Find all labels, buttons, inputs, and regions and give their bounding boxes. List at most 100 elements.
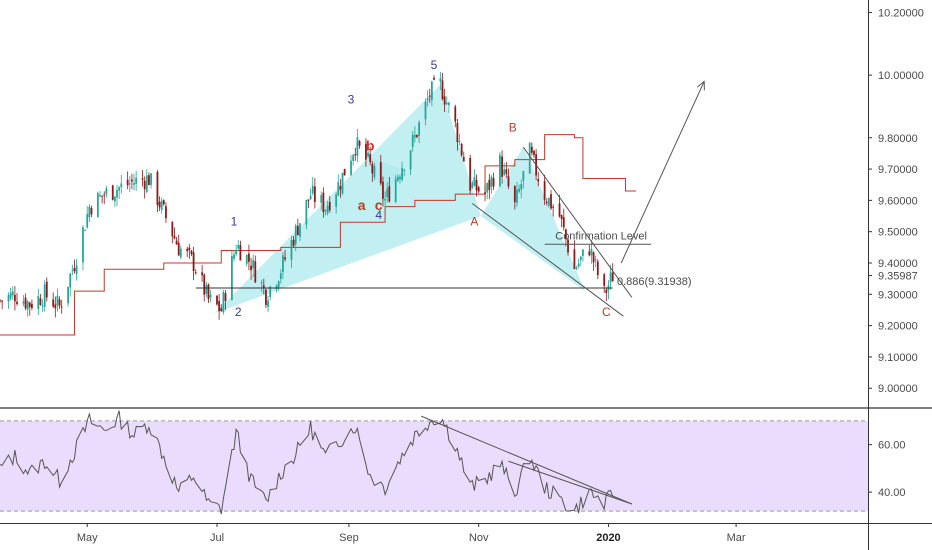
candle-body: [369, 154, 372, 163]
candle: [143, 176, 146, 199]
y-tick-label: 9.00000: [878, 383, 918, 395]
candle: [565, 228, 567, 247]
candle-body: [326, 205, 329, 214]
candle: [609, 264, 612, 290]
candle: [577, 258, 580, 269]
candle-body: [22, 301, 25, 304]
candle-body: [490, 176, 493, 187]
pattern-fill-3: [480, 147, 586, 292]
candle: [454, 104, 457, 128]
candle: [220, 304, 223, 312]
candle: [367, 150, 369, 159]
candle-body: [343, 168, 346, 176]
candle-body: [471, 182, 474, 188]
oscillator-trendline-1: [421, 415, 633, 505]
wave-label: c: [375, 197, 383, 213]
candle: [296, 218, 299, 236]
candle-body: [486, 183, 489, 193]
candle-body: [179, 248, 182, 258]
candle-body: [86, 213, 89, 228]
candle-body: [582, 249, 584, 256]
candle-body: [543, 181, 546, 200]
candle-body: [367, 152, 369, 157]
candle: [413, 126, 416, 143]
candle: [282, 251, 284, 279]
candle-body: [594, 259, 597, 261]
candle-body: [603, 274, 606, 286]
candle-body: [67, 286, 69, 304]
candle: [173, 227, 176, 240]
candle-body: [292, 239, 295, 246]
candle-body: [9, 292, 12, 299]
candle: [294, 223, 297, 251]
candle: [343, 168, 346, 176]
candle: [490, 175, 493, 194]
candle: [156, 169, 159, 213]
reference-line: [0, 134, 637, 336]
candle: [558, 194, 561, 218]
candle: [458, 133, 461, 146]
oscillator-pane[interactable]: [0, 410, 868, 515]
candle: [105, 185, 108, 198]
candle-body: [171, 221, 174, 237]
wave-label: 1: [231, 214, 238, 228]
candle: [528, 141, 531, 174]
candle-body: [469, 157, 472, 191]
candle-body: [443, 96, 446, 105]
candle: [516, 181, 518, 207]
candle-body: [341, 172, 344, 194]
wave-label: Confirmation Level: [555, 231, 647, 243]
candle: [188, 244, 191, 259]
candle: [260, 279, 263, 293]
candle: [426, 90, 429, 107]
candle: [31, 299, 33, 311]
candle: [37, 288, 40, 315]
candle: [262, 278, 265, 295]
price-pane[interactable]: 1 2 3 4 5 a b c A B C Confirmation Level 0.886(9.319…: [0, 58, 705, 336]
candle: [445, 96, 448, 106]
candle: [245, 254, 248, 267]
candle-body: [384, 199, 386, 201]
last-price-label: 9.35987: [878, 271, 918, 283]
candle: [403, 168, 406, 177]
candle: [141, 169, 144, 187]
candle-body: [322, 192, 325, 213]
candle-body: [324, 210, 327, 212]
candle: [73, 259, 76, 274]
candle-body: [460, 143, 463, 156]
candle: [207, 283, 210, 303]
candle: [562, 208, 565, 231]
oscillator-band: [0, 420, 868, 512]
candle: [101, 195, 104, 204]
candle: [60, 300, 63, 314]
candle-body: [84, 229, 86, 231]
candle: [505, 161, 508, 178]
candle-body: [426, 98, 429, 100]
candle: [177, 234, 180, 256]
x-tick-label: Sep: [339, 532, 359, 544]
candle: [530, 142, 533, 156]
candle-body: [133, 182, 135, 185]
candle-body: [190, 250, 193, 255]
candle-body: [596, 261, 599, 276]
osc-tick-label: 40.00: [878, 487, 906, 499]
candle-body: [350, 160, 352, 175]
candle: [605, 287, 608, 302]
candle-body: [567, 239, 569, 253]
candle: [233, 249, 235, 262]
candle-body: [262, 285, 265, 288]
candle-body: [209, 294, 212, 298]
candle: [350, 155, 352, 176]
candle: [607, 280, 610, 300]
candle-body: [71, 270, 74, 272]
candle: [175, 236, 178, 245]
candle-body: [31, 303, 33, 309]
candle: [75, 258, 78, 281]
x-tick-label: 2020: [596, 532, 620, 544]
candle-body: [522, 171, 525, 181]
candle-body: [456, 123, 459, 143]
candle-body: [518, 188, 520, 192]
candle-body: [305, 199, 308, 225]
candle: [194, 269, 197, 275]
